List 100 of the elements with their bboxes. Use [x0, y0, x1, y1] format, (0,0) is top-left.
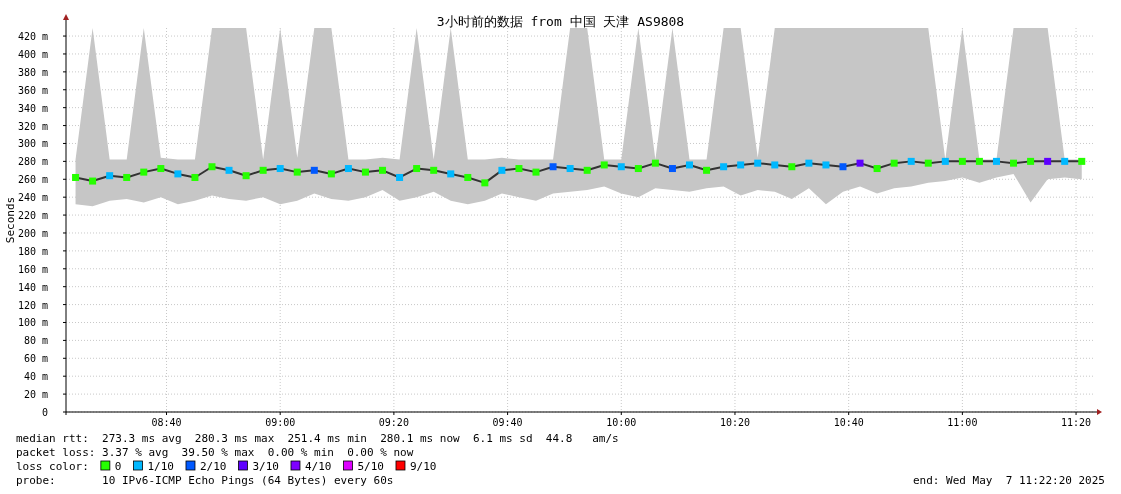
point	[686, 161, 693, 169]
point	[89, 177, 97, 185]
point	[430, 166, 438, 174]
point	[856, 159, 864, 167]
text: median rtt: 273.3 ms avg 280.3 ms max 251.4 ms min 280.1 ms now 6.1 ms sd 44.8 am/s	[16, 432, 619, 445]
point	[617, 163, 625, 171]
point	[1078, 157, 1086, 165]
y-tick-label: 300 m	[17, 138, 48, 150]
point	[1027, 157, 1035, 165]
x-tick-label: 08:40	[151, 417, 182, 428]
point	[600, 161, 608, 169]
point	[174, 170, 182, 178]
y-tick-label: 220 m	[17, 210, 48, 222]
point	[975, 157, 983, 165]
point	[839, 163, 847, 171]
text: probe: 10 IPv6-ICMP Echo Pings (64 Bytes) every 60s	[16, 474, 394, 487]
point	[140, 168, 148, 176]
y-tick-label: 120 m	[17, 299, 48, 311]
point	[634, 165, 642, 173]
legend-label: 5/10	[357, 460, 384, 473]
legend-label: 4/10	[304, 460, 332, 473]
point	[310, 166, 318, 174]
y-axis-title: Seconds	[4, 196, 17, 244]
point	[413, 165, 421, 173]
point	[464, 173, 472, 181]
y-tick-label: 380 m	[17, 66, 48, 78]
y-tick-label: 260 m	[17, 174, 48, 186]
point	[72, 173, 80, 181]
text: end: Wed May 7 11:22:20 2025	[912, 474, 1105, 487]
point	[532, 168, 540, 176]
point	[668, 165, 676, 173]
point	[515, 165, 523, 173]
y-tick-label: 140 m	[17, 281, 48, 293]
point	[361, 168, 369, 176]
point	[822, 161, 830, 169]
point	[583, 166, 591, 174]
point	[157, 165, 165, 173]
y-tick-label: 20 m	[23, 389, 48, 401]
point	[106, 172, 114, 180]
legend-label: 3/10	[252, 460, 279, 473]
point	[720, 163, 728, 171]
point	[703, 166, 711, 174]
x-tick-label: 10:00	[606, 417, 637, 428]
x-tick-label: 10:20	[719, 417, 751, 428]
point	[651, 159, 659, 167]
point	[754, 159, 762, 167]
point	[958, 157, 966, 165]
point	[873, 165, 881, 173]
point	[1061, 157, 1069, 165]
point	[191, 173, 199, 181]
x-tick-label: 09:20	[378, 417, 409, 428]
y-tick-label: 280 m	[17, 156, 48, 168]
point	[344, 165, 352, 173]
y-tick-label: 160 m	[17, 263, 48, 275]
point	[771, 161, 779, 169]
x-tick-label: 11:20	[1060, 417, 1092, 428]
point	[1010, 159, 1018, 167]
y-tick-label: 180 m	[17, 245, 48, 257]
y-tick-label: 40 m	[23, 371, 48, 383]
point	[259, 166, 267, 174]
chart-title: 3小时前的数据 from 中国 天津 AS9808	[436, 14, 685, 29]
point	[276, 165, 284, 173]
y-tick-label: 240 m	[17, 192, 48, 204]
legend-title: loss color:	[16, 460, 89, 473]
point	[293, 168, 301, 176]
point	[788, 163, 796, 171]
point	[498, 166, 506, 174]
point	[992, 157, 1000, 165]
point	[737, 161, 745, 169]
point	[225, 166, 233, 174]
y-tick-label: 400 m	[17, 48, 48, 60]
point	[890, 159, 898, 167]
y-tick-label: 200 m	[17, 227, 48, 239]
point	[805, 159, 813, 167]
x-tick-label: 11:00	[947, 417, 978, 428]
point	[208, 163, 216, 171]
y-tick-label: 320 m	[17, 120, 48, 132]
point	[907, 157, 915, 165]
x-tick-label: 09:00	[265, 417, 296, 428]
y-tick-label: 60 m	[23, 353, 48, 365]
text: packet loss: 3.37 % avg 39.50 % max 0.00 % min 0.00 % now	[16, 446, 414, 459]
point	[396, 173, 404, 181]
y-tick-label: 0	[41, 407, 48, 418]
point	[1044, 157, 1052, 165]
point	[566, 165, 574, 173]
point	[123, 173, 131, 181]
point	[481, 179, 489, 187]
x-tick-label: 10:40	[833, 417, 864, 428]
point	[447, 170, 455, 178]
point	[379, 166, 387, 174]
point	[242, 172, 250, 180]
legend-label: 0	[114, 460, 122, 473]
point	[327, 170, 335, 178]
y-tick-label: 100 m	[17, 317, 48, 329]
legend-label: 2/10	[199, 460, 227, 473]
y-tick-label: 420 m	[17, 31, 48, 43]
point	[924, 159, 932, 167]
legend-label: 9/10	[409, 460, 437, 473]
y-tick-label: 360 m	[17, 84, 48, 96]
point	[941, 157, 949, 165]
